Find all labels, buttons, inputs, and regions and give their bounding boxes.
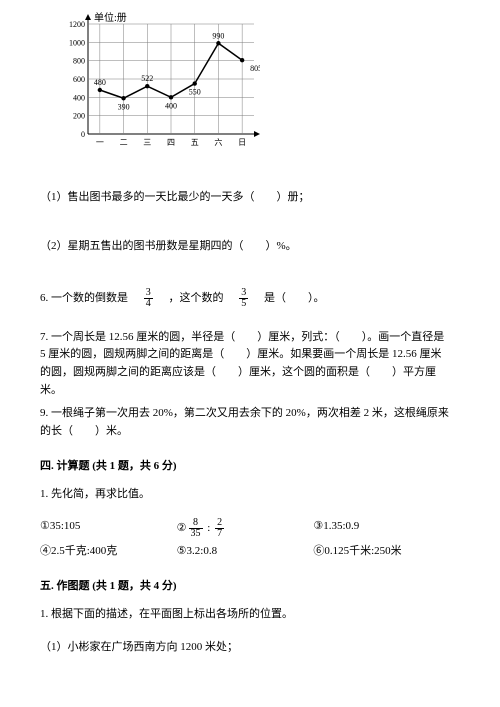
svg-text:390: 390 <box>118 102 130 111</box>
calc-row-1: ①35:105 ②835 : 27 ③1.35:0.9 <box>40 518 450 539</box>
question-7: 7. 一个周长是 12.56 厘米的圆，半径是（ ）厘米，列式：（ ）。画一个直… <box>40 329 450 399</box>
fraction-8-35: 835 <box>189 518 203 539</box>
svg-text:一: 一 <box>96 138 104 147</box>
svg-text:六: 六 <box>214 137 222 147</box>
question-chart-2: （2）星期五售出的图书册数是星期四的（ ）%。 <box>40 238 450 256</box>
section-4-title: 四. 计算题 (共 1 题，共 6 分) <box>40 458 450 476</box>
bookstore-line-chart: 单位:册 200 400 600 800 1000 1200 0 一 二 三 四 五 六 日 480 390 52… <box>60 10 450 157</box>
question-6: 6. 一个数的倒数是 3 4 ，这个数的 3 5 是（ ）。 <box>40 288 450 309</box>
calc-item-3: ③1.35:0.9 <box>313 518 450 539</box>
svg-text:550: 550 <box>189 88 201 97</box>
svg-text:400: 400 <box>165 101 177 110</box>
svg-text:522: 522 <box>141 74 153 83</box>
denominator: 4 <box>144 299 153 309</box>
svg-text:0: 0 <box>81 130 85 139</box>
svg-text:800: 800 <box>73 57 85 66</box>
svg-text:二: 二 <box>120 138 128 147</box>
svg-text:五: 五 <box>191 138 199 147</box>
svg-text:990: 990 <box>212 31 224 40</box>
q6-text-pre: 6. 一个数的倒数是 <box>40 292 139 304</box>
svg-text:1200: 1200 <box>69 20 85 29</box>
chart-svg: 单位:册 200 400 600 800 1000 1200 0 一 二 三 四 五 六 日 480 390 52… <box>60 10 260 150</box>
svg-text:600: 600 <box>73 75 85 84</box>
question-9: 9. 一根绳子第一次用去 20%，第二次又用去余下的 20%，两次相差 2 米，… <box>40 405 450 440</box>
calc-item-1: ①35:105 <box>40 518 177 539</box>
fraction-3-4: 3 4 <box>144 288 153 309</box>
fraction-3-5: 3 5 <box>239 288 248 309</box>
svg-text:480: 480 <box>94 78 106 87</box>
calc-row-2: ④2.5千克:400克 ⑤3.2:0.8 ⑥0.125千米:250米 <box>40 543 450 561</box>
q6-text-mid2: 是（ ）。 <box>253 292 325 304</box>
c2-mid: : <box>205 522 214 534</box>
q6-text-mid1: ，这个数的 <box>158 292 235 304</box>
draw-sub-1: （1）小彬家在广场西南方向 1200 米处； <box>40 639 450 657</box>
calc-item-6: ⑥0.125千米:250米 <box>313 543 450 561</box>
svg-text:200: 200 <box>73 112 85 121</box>
denominator: 5 <box>239 299 248 309</box>
numerator: 2 <box>215 518 224 529</box>
svg-text:日: 日 <box>238 138 246 147</box>
denominator: 35 <box>189 529 203 539</box>
section-5-title: 五. 作图题 (共 1 题，共 4 分) <box>40 578 450 596</box>
c2-pre: ② <box>177 522 187 534</box>
fraction-2-7: 27 <box>215 518 224 539</box>
svg-text:四: 四 <box>167 138 175 147</box>
calc-item-5: ⑤3.2:0.8 <box>177 543 314 561</box>
calc-item-2: ②835 : 27 <box>177 518 314 539</box>
svg-text:单位:册: 单位:册 <box>94 11 127 24</box>
draw-intro: 1. 根据下面的描述，在平面图上标出各场所的位置。 <box>40 606 450 624</box>
svg-text:400: 400 <box>73 93 85 102</box>
svg-text:805: 805 <box>250 64 260 73</box>
svg-text:1000: 1000 <box>69 38 85 47</box>
numerator: 8 <box>189 518 203 529</box>
svg-text:三: 三 <box>143 138 151 147</box>
denominator: 7 <box>215 529 224 539</box>
calc-item-4: ④2.5千克:400克 <box>40 543 177 561</box>
question-chart-1: （1）售出图书最多的一天比最少的一天多（ ）册； <box>40 189 450 207</box>
calc-intro: 1. 先化简，再求比值。 <box>40 486 450 504</box>
